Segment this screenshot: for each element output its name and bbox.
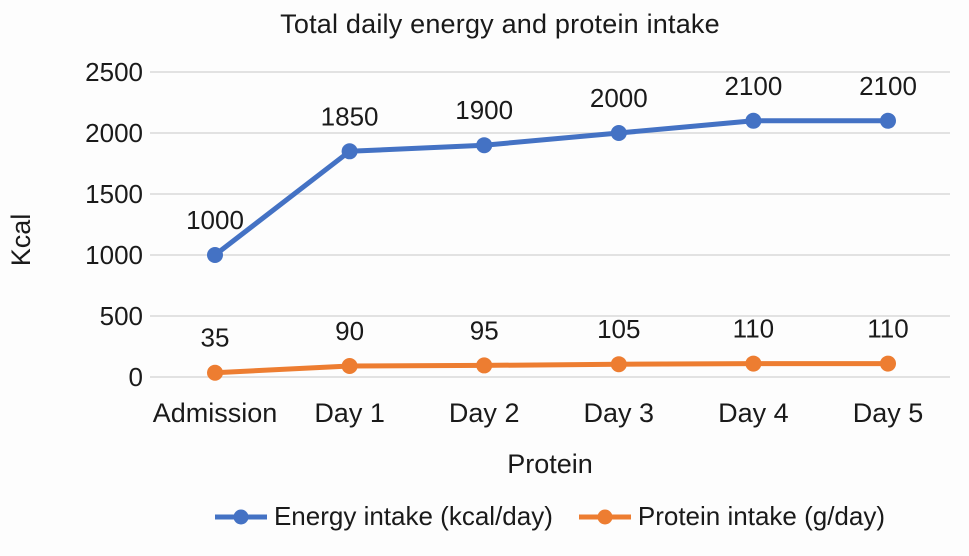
x-tick-label: Admission: [153, 398, 278, 428]
x-axis-label: Protein: [507, 449, 593, 479]
legend: Energy intake (kcal/day) Protein intake (…: [150, 501, 950, 532]
data-point: [745, 355, 762, 372]
data-label: 2100: [724, 71, 782, 101]
chart-title: Total daily energy and protein intake: [280, 9, 720, 39]
data-label: 1850: [321, 101, 379, 131]
x-tick-label: Day 5: [853, 398, 924, 428]
data-label: 2100: [859, 71, 917, 101]
data-point: [207, 247, 223, 263]
data-label: 2000: [590, 83, 648, 113]
series-line: [212, 361, 891, 376]
y-tick-label: 1500: [85, 179, 143, 209]
legend-item: Energy intake (kcal/day): [214, 501, 553, 532]
x-tick-label: Day 3: [584, 398, 655, 428]
y-tick-label: 0: [129, 362, 143, 392]
data-point: [341, 358, 358, 375]
data-label: 35: [201, 323, 230, 353]
legend-label: Energy intake (kcal/day): [273, 501, 553, 531]
data-point: [476, 357, 493, 374]
data-label: 95: [470, 315, 499, 345]
data-label: 1000: [186, 205, 244, 235]
x-tick-label: Day 4: [718, 398, 789, 428]
data-point: [880, 355, 896, 372]
legend-marker-icon: [578, 509, 631, 524]
data-point: [880, 112, 896, 129]
data-label: 105: [597, 314, 640, 344]
data-point: [610, 356, 627, 373]
legend-marker-icon: [214, 509, 267, 524]
data-label: 110: [733, 314, 774, 344]
x-tick-label: Day 1: [314, 398, 385, 428]
legend-label: Protein intake (g/day): [637, 501, 886, 531]
y-tick-label: 2500: [85, 57, 143, 87]
data-point: [745, 112, 762, 129]
data-label: 1900: [455, 95, 513, 125]
y-tick-label: 500: [100, 301, 143, 331]
data-label: 90: [335, 316, 364, 346]
x-tick-label: Day 2: [449, 398, 520, 428]
data-point: [610, 125, 627, 141]
data-point: [476, 137, 493, 154]
series-line: [212, 118, 891, 258]
y-tick-label: 1000: [85, 240, 143, 270]
data-point: [341, 143, 358, 160]
y-tick-label: 2000: [85, 118, 143, 148]
legend-item: Protein intake (g/day): [578, 501, 886, 532]
data-label: 110: [867, 314, 908, 344]
data-point: [207, 364, 223, 381]
